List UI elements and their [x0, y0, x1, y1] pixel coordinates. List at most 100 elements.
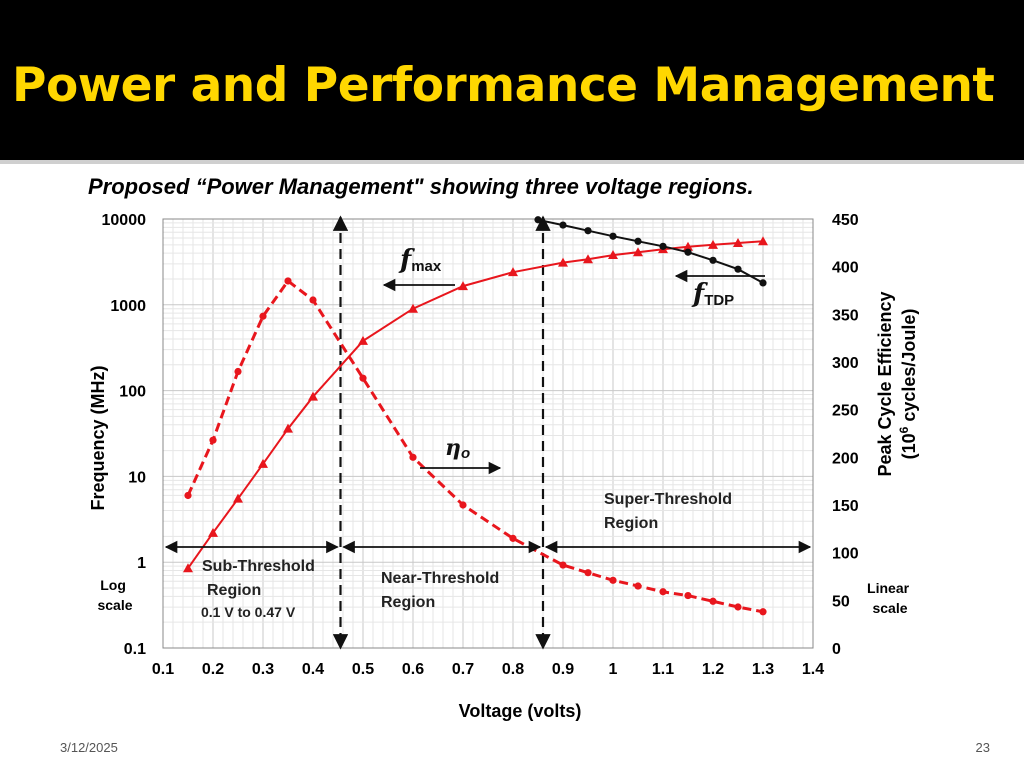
- x-tick-label: 0.6: [402, 661, 424, 678]
- x-tick-label: 0.7: [452, 661, 474, 678]
- x-tick-label: 0.4: [302, 661, 324, 678]
- y-left-tick-label: 10: [128, 469, 146, 486]
- data-point-2: [734, 265, 742, 273]
- data-point-1: [459, 501, 467, 509]
- annotation-arrows: [164, 269, 812, 554]
- data-point-0: [258, 458, 268, 468]
- title-divider: [0, 160, 1024, 164]
- region-label-sub-threshold: Sub-Threshold Region: [202, 558, 319, 599]
- y-axis-label-right-2: (106 cycles/Joule): [897, 309, 919, 460]
- x-tick-label: 1.3: [752, 661, 774, 678]
- region-range-sub-threshold: 0.1 V to 0.47 V: [201, 604, 296, 620]
- data-point-1: [759, 608, 767, 616]
- data-point-2: [759, 279, 767, 287]
- data-point-0: [508, 267, 518, 277]
- data-point-0: [558, 257, 568, 267]
- data-point-2: [609, 232, 617, 240]
- y-right-tick-label: 0: [832, 641, 841, 658]
- x-tick-label: 0.1: [152, 661, 174, 678]
- data-point-1: [309, 296, 317, 304]
- data-point-2: [684, 248, 692, 256]
- y-left-tick-label: 100: [119, 384, 146, 401]
- y-left-tick-label: 0.1: [124, 641, 146, 658]
- y-right-tick-label: 100: [832, 546, 859, 563]
- data-point-1: [234, 367, 242, 376]
- region-label-super-threshold: Super-Threshold Region: [604, 491, 736, 532]
- data-point-1: [609, 576, 617, 584]
- right-scale-note: Linear scale: [867, 580, 913, 616]
- data-point-2: [534, 216, 542, 224]
- series-layer: [183, 216, 768, 616]
- y-left-tick-label: 10000: [102, 212, 147, 229]
- y-axis-label-right-1: Peak Cycle Efficiency: [875, 291, 895, 476]
- data-point-1: [359, 374, 367, 382]
- page-number: 23: [975, 740, 990, 755]
- y-right-tick-label: 200: [832, 450, 859, 467]
- data-point-1: [584, 569, 592, 577]
- data-point-0: [733, 238, 743, 248]
- region-dividers: [332, 215, 551, 650]
- data-point-2: [709, 256, 717, 264]
- data-point-1: [209, 436, 217, 444]
- x-tick-label: 1.4: [802, 661, 824, 678]
- y-right-tick-label: 50: [832, 593, 850, 610]
- y-right-tick-label: 400: [832, 260, 859, 277]
- data-point-0: [758, 236, 768, 246]
- series-line-0: [187, 240, 764, 569]
- y-left-tick-label: 1: [137, 555, 146, 572]
- annotation-eta: ηo: [445, 435, 470, 462]
- data-point-0: [633, 247, 643, 257]
- series-line-2: [537, 218, 764, 284]
- axes: 0.1 0.2 0.3 0.4 0.5 0.6 0.7 0.8 0.9 1 1.1 1.2 1.3 1.4…: [102, 212, 859, 678]
- data-point-1: [184, 491, 192, 500]
- data-point-1: [259, 312, 267, 320]
- data-point-0: [308, 391, 318, 401]
- data-point-0: [208, 527, 218, 537]
- annotation-ftdp: fTDP: [691, 279, 734, 309]
- title-bar: Power and Performance Management: [0, 0, 1024, 160]
- data-point-1: [284, 277, 292, 285]
- data-point-2: [559, 221, 567, 229]
- data-point-2: [634, 237, 642, 245]
- left-scale-note: Log scale: [97, 577, 132, 613]
- slide-title: Power and Performance Management: [12, 58, 995, 113]
- y-left-tick-label: 1000: [110, 298, 146, 315]
- data-point-1: [709, 597, 717, 605]
- data-point-0: [458, 281, 468, 291]
- data-point-0: [283, 423, 293, 433]
- x-tick-label: 0.5: [352, 661, 374, 678]
- y-right-tick-label: 450: [832, 212, 859, 229]
- x-tick-label: 0.3: [252, 661, 274, 678]
- data-point-0: [408, 303, 418, 313]
- data-point-1: [509, 534, 517, 542]
- y-right-tick-label: 300: [832, 355, 859, 372]
- data-point-1: [634, 582, 642, 590]
- data-point-0: [708, 239, 718, 249]
- data-point-2: [659, 242, 667, 250]
- data-point-0: [583, 254, 593, 264]
- x-tick-label: 1.2: [702, 661, 724, 678]
- y-right-tick-label: 350: [832, 307, 859, 324]
- chart: 0.1 0.2 0.3 0.4 0.5 0.6 0.7 0.8 0.9 1 1.1 1.2 1.3 1.4…: [88, 212, 919, 721]
- x-axis-label: Voltage (volts): [459, 701, 582, 721]
- data-point-1: [734, 603, 742, 611]
- x-tick-label: 1.1: [652, 661, 674, 678]
- slide-subtitle: Proposed “Power Management" showing thre…: [88, 174, 754, 199]
- x-tick-label: 0.2: [202, 661, 224, 678]
- y-right-tick-label: 250: [832, 403, 859, 420]
- data-point-1: [659, 588, 667, 596]
- data-point-0: [233, 493, 243, 503]
- footer-date: 3/12/2025: [60, 740, 118, 755]
- data-point-1: [559, 561, 567, 569]
- x-tick-label: 0.8: [502, 661, 524, 678]
- plot-frame: [162, 218, 814, 649]
- region-label-near-threshold: Near-Threshold Region: [381, 570, 504, 611]
- y-axis-label-left: Frequency (MHz): [88, 365, 108, 510]
- x-tick-label: 0.9: [552, 661, 574, 678]
- data-point-1: [409, 453, 417, 461]
- annotation-fmax: fmax: [398, 245, 442, 275]
- y-right-tick-label: 150: [832, 498, 859, 515]
- data-point-0: [183, 563, 193, 573]
- data-point-2: [584, 227, 592, 235]
- data-point-0: [608, 250, 618, 260]
